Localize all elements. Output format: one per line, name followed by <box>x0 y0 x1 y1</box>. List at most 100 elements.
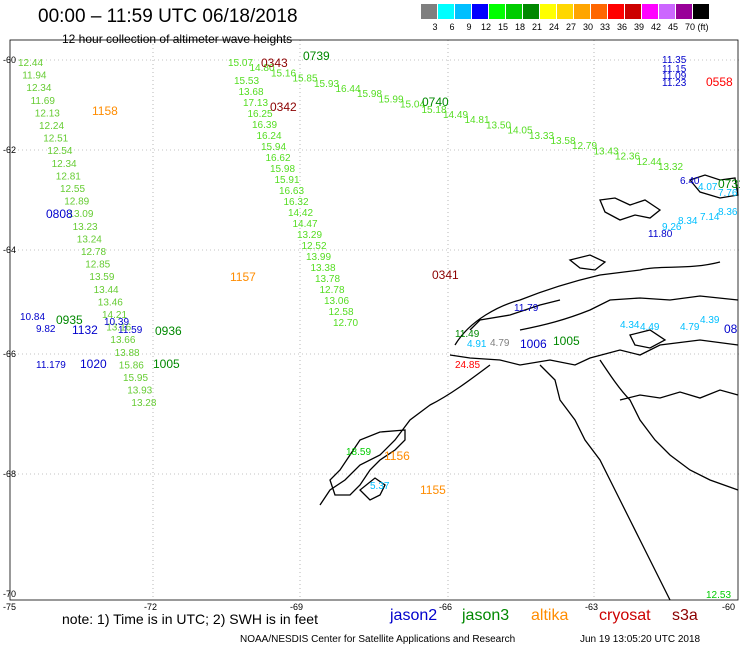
swh-reading: 13.28 <box>131 398 156 409</box>
swh-reading: 13.09 <box>68 209 93 220</box>
pass-0342: 0342 <box>270 100 297 114</box>
swh-reading: 4.07 <box>698 182 718 193</box>
lat-label: -60 <box>3 55 16 65</box>
color-swatch <box>472 4 489 19</box>
swh-reading: 13.99 <box>306 252 331 263</box>
swh-reading: 13.33 <box>529 131 554 142</box>
swh-reading: 11.59 <box>118 325 143 336</box>
pass-0739: 0739 <box>303 49 330 63</box>
footer-note: note: 1) Time is in UTC; 2) SWH is in fe… <box>62 611 318 627</box>
swh-reading: 10.84 <box>20 312 45 323</box>
swh-reading: 14.49 <box>443 110 468 121</box>
color-swatch <box>489 4 506 19</box>
color-swatch <box>676 4 693 19</box>
color-swatch <box>506 4 523 19</box>
color-swatch-label: 39 <box>633 22 644 32</box>
swh-reading: 16.24 <box>257 131 282 142</box>
swh-reading: 15.16 <box>271 68 296 79</box>
swh-reading: 13.58 <box>551 136 576 147</box>
swh-reading: 12.79 <box>572 141 597 152</box>
pass-0936: 0936 <box>155 324 182 338</box>
swh-reading: 13.06 <box>324 296 349 307</box>
pass-1005-b: 1005 <box>553 334 580 348</box>
color-swatch-label: 9 <box>466 22 472 32</box>
swh-reading: 15.93 <box>314 79 339 90</box>
swh-reading: 12.78 <box>81 247 106 258</box>
swh-reading: 11.69 <box>31 96 56 107</box>
pass-0341: 0341 <box>432 268 459 282</box>
swh-reading: 17.13 <box>243 98 268 109</box>
pass-0558: 0558 <box>706 75 733 89</box>
generated-timestamp: Jun 19 13:05:20 UTC 2018 <box>580 634 701 645</box>
swh-reading: 10.39 <box>104 317 129 328</box>
swh-reading: 16.39 <box>252 120 277 131</box>
pass-1156: 1156 <box>384 449 410 463</box>
map-frame <box>9 39 739 601</box>
color-swatch <box>574 4 591 19</box>
color-swatch-label: 70 <box>684 22 695 32</box>
swh-reading: 13.78 <box>315 274 340 285</box>
swh-reading: 12.44 <box>18 58 43 69</box>
swh-reading: 14.80 <box>250 63 275 74</box>
swh-reading: 13.44 <box>94 285 119 296</box>
swh-reading: 4.79 <box>490 338 510 349</box>
swh-reading: 11.80 <box>648 229 673 240</box>
swh-reading: 4.91 <box>467 339 487 350</box>
satellite-legend-jason2: jason2 <box>390 607 438 624</box>
credit-line: NOAA/NESDIS Center for Satellite Applica… <box>240 634 516 645</box>
swh-reading: 12.89 <box>64 197 89 208</box>
swh-reading: 13.59 <box>89 272 114 283</box>
swh-reading: 14.81 <box>465 115 490 126</box>
swh-reading: 12.78 <box>320 285 345 296</box>
pass-1132: 1132 <box>72 323 98 337</box>
swh-reading: 9.26 <box>662 222 682 233</box>
swh-reading: 11.35 <box>662 55 687 66</box>
swh-reading: 13.23 <box>73 222 98 233</box>
swh-reading: 13.46 <box>98 297 123 308</box>
swh-reading: 13.29 <box>297 230 322 241</box>
pass-0808: 0808 <box>46 207 73 221</box>
swh-reading: 13.88 <box>115 348 140 359</box>
color-swatch <box>625 4 642 19</box>
swh-reading: 11.79 <box>514 303 539 314</box>
color-swatch <box>591 4 608 19</box>
pass-1006: 1006 <box>520 337 547 351</box>
swh-reading: 13.24 <box>77 234 102 245</box>
swh-reading: 15.99 <box>379 94 404 105</box>
swh-reading: 13.38 <box>311 263 336 274</box>
lon-label: -69 <box>290 602 303 612</box>
color-swatch-label: 24 <box>548 22 559 32</box>
swh-reading: 15.53 <box>234 76 259 87</box>
swh-reading: 6.40 <box>680 176 700 187</box>
swh-reading: 7.14 <box>700 212 720 223</box>
color-swatch-label: 30 <box>582 22 593 32</box>
swh-reading: 14.21 <box>102 310 127 321</box>
swh-reading: 12.24 <box>39 121 64 132</box>
lat-label: -70 <box>3 589 16 599</box>
swh-reading: 15.04 <box>400 100 425 111</box>
swh-reading: 16.62 <box>266 153 291 164</box>
color-swatch-label: 42 <box>650 22 661 32</box>
color-swatch <box>540 4 557 19</box>
color-swatch-label: 12 <box>480 22 491 32</box>
swh-reading: 4.34 <box>620 320 640 331</box>
swh-reading: 18.59 <box>346 447 371 458</box>
pass-1158: 1158 <box>92 104 118 118</box>
swh-reading: 12.36 <box>615 152 640 163</box>
color-swatch <box>438 4 455 19</box>
swh-reading: 13.16 <box>106 323 131 334</box>
color-swatch-label: 15 <box>497 22 508 32</box>
satellite-legend-altika: altika <box>531 607 569 624</box>
color-swatch <box>659 4 676 19</box>
swh-reading: 12.13 <box>35 108 60 119</box>
swh-reading: 12.58 <box>329 307 354 318</box>
swh-reading: 14.47 <box>293 219 318 230</box>
satellite-legend-jason3: jason3 <box>462 607 510 624</box>
color-scale-unit: (ft) <box>697 22 709 32</box>
lon-label: -63 <box>585 602 598 612</box>
pass-0740: 0740 <box>422 95 449 109</box>
satellite-legend-cryosat: cryosat <box>599 607 651 624</box>
